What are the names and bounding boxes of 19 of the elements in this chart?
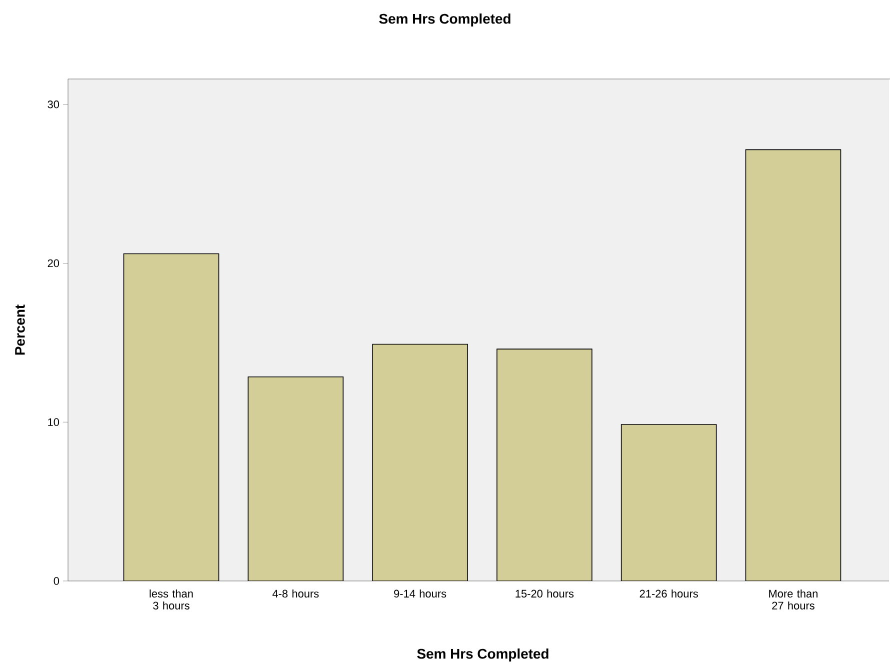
y-tick-label: 0 xyxy=(54,577,60,585)
x-tick-label: 4-8 hours xyxy=(272,590,319,598)
x-tick-label: More than 27 hours xyxy=(769,590,818,610)
chart-title: Sem Hrs Completed xyxy=(379,13,510,26)
x-tick-label: less than 3 hours xyxy=(150,590,193,610)
bar xyxy=(248,376,344,581)
x-tick-label: 21-26 hours xyxy=(640,590,698,598)
y-tick-label: 10 xyxy=(48,418,60,426)
y-axis-title: Percent xyxy=(15,304,25,355)
x-axis-title: Sem Hrs Completed xyxy=(417,648,548,662)
bar xyxy=(745,149,842,581)
bar xyxy=(496,348,592,581)
y-tick-label: 20 xyxy=(48,259,60,268)
x-tick-label: 9-14 hours xyxy=(394,590,446,598)
bar xyxy=(620,424,717,581)
bar xyxy=(372,344,468,581)
bar xyxy=(123,253,220,581)
x-tick-label: 15-20 hours xyxy=(516,590,574,598)
y-tick-label: 30 xyxy=(48,100,60,108)
